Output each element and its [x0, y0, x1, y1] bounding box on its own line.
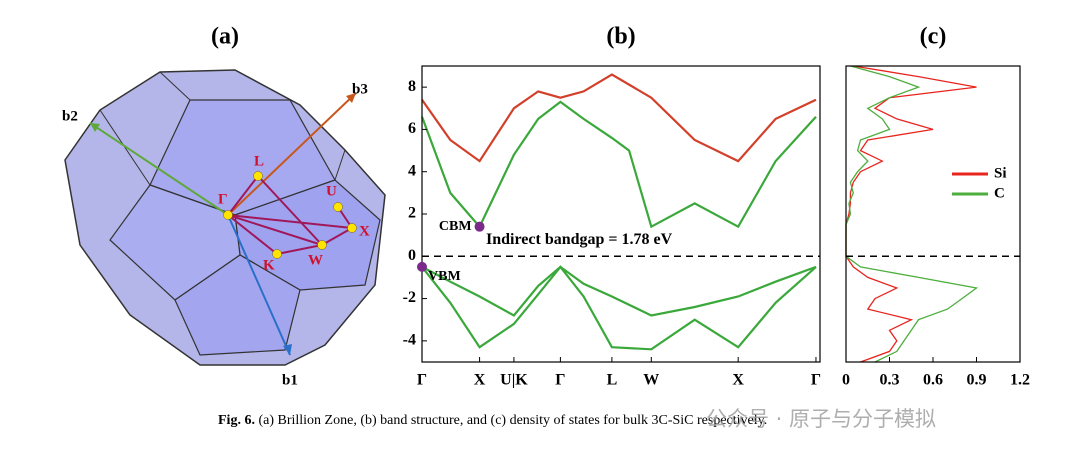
- band: [420, 100, 817, 229]
- x-tick-label: 1.2: [1010, 372, 1030, 389]
- arrowhead: [346, 93, 356, 103]
- x-tick-label: L: [607, 372, 618, 389]
- caption-text: (a) Brillion Zone, (b) band structure, a…: [255, 413, 767, 428]
- path-segment: [257, 175, 323, 246]
- k-point: [272, 249, 282, 259]
- x-tick-label: 0.9: [967, 372, 987, 389]
- edge: [159, 71, 191, 101]
- point-label: Γ: [218, 191, 228, 207]
- x-tick-label: Γ: [555, 372, 565, 389]
- band: [421, 265, 817, 317]
- point-label: L: [254, 153, 264, 169]
- extremum-point: [417, 261, 427, 272]
- arrowhead: [90, 123, 100, 132]
- path-segment: [227, 214, 353, 229]
- legend-label: C: [994, 185, 1005, 201]
- y-tick-label: 4: [408, 162, 416, 179]
- x-tick-label: X: [474, 372, 486, 389]
- path-segment: [227, 214, 323, 246]
- k-path: [227, 175, 353, 255]
- dos-curve: [845, 65, 979, 363]
- k-point: [253, 171, 263, 181]
- face: [174, 254, 301, 356]
- k-point: [223, 210, 233, 220]
- vector-label: b3: [352, 81, 368, 97]
- path-segment: [227, 175, 259, 216]
- path-segment: [227, 214, 278, 255]
- y-tick-label: 6: [408, 120, 416, 137]
- x-tick-label: 0.6: [923, 372, 943, 389]
- band: [421, 265, 817, 351]
- y-tick-label: -2: [403, 289, 416, 306]
- panel-title: (b): [606, 24, 635, 50]
- caption: Fig. 6. (a) Brillion Zone, (b) band stru…: [218, 413, 767, 428]
- caption-label: Fig. 6.: [218, 413, 255, 428]
- vector-b1: [227, 214, 291, 356]
- point-label: X: [359, 223, 370, 239]
- y-tick-label: 0: [408, 247, 416, 264]
- panel-title: (c): [920, 24, 947, 50]
- k-points: [223, 171, 357, 259]
- extremum-point: [474, 221, 485, 232]
- vector-label: b1: [282, 372, 298, 388]
- y-tick-label: 2: [408, 205, 416, 222]
- vector-b2: [89, 122, 229, 216]
- x-tick-label: 0.3: [880, 372, 900, 389]
- dos-curve: [845, 65, 977, 363]
- brillouin-zone: Γ L U X K W b1 b2 b3 (a): [62, 24, 386, 388]
- k-point: [347, 223, 357, 233]
- edge: [334, 149, 346, 181]
- point-label: U: [326, 183, 337, 199]
- panel-title: (a): [211, 24, 239, 50]
- annotation: CBM: [439, 219, 472, 234]
- plot-frame: [421, 65, 821, 363]
- x-tick-label: Γ: [811, 372, 821, 389]
- point-label: K: [263, 257, 275, 273]
- annotation: VBM: [428, 269, 461, 284]
- path-segment: [321, 227, 353, 246]
- y-tick-label: 8: [408, 78, 416, 95]
- point-label: W: [308, 252, 323, 268]
- band: [421, 73, 817, 163]
- path-segment: [276, 244, 323, 255]
- y-tick-label: -4: [403, 332, 416, 349]
- k-point: [317, 240, 327, 250]
- vector-b3: [227, 92, 357, 216]
- x-tick-label: X: [732, 372, 744, 389]
- note: Indirect bandgap = 1.78 eV: [486, 231, 673, 248]
- vector-label: b2: [62, 108, 78, 124]
- legend-label: Si: [994, 165, 1007, 181]
- x-tick-label: W: [643, 372, 659, 389]
- x-tick-label: 0: [842, 372, 850, 389]
- arrowhead: [283, 344, 292, 355]
- k-point: [333, 202, 343, 212]
- x-tick-label: U|K: [500, 372, 528, 389]
- watermark: 公众号 · 原子与分子模拟: [706, 407, 936, 431]
- x-tick-label: Γ: [417, 372, 427, 389]
- plot-frame: [845, 65, 1021, 363]
